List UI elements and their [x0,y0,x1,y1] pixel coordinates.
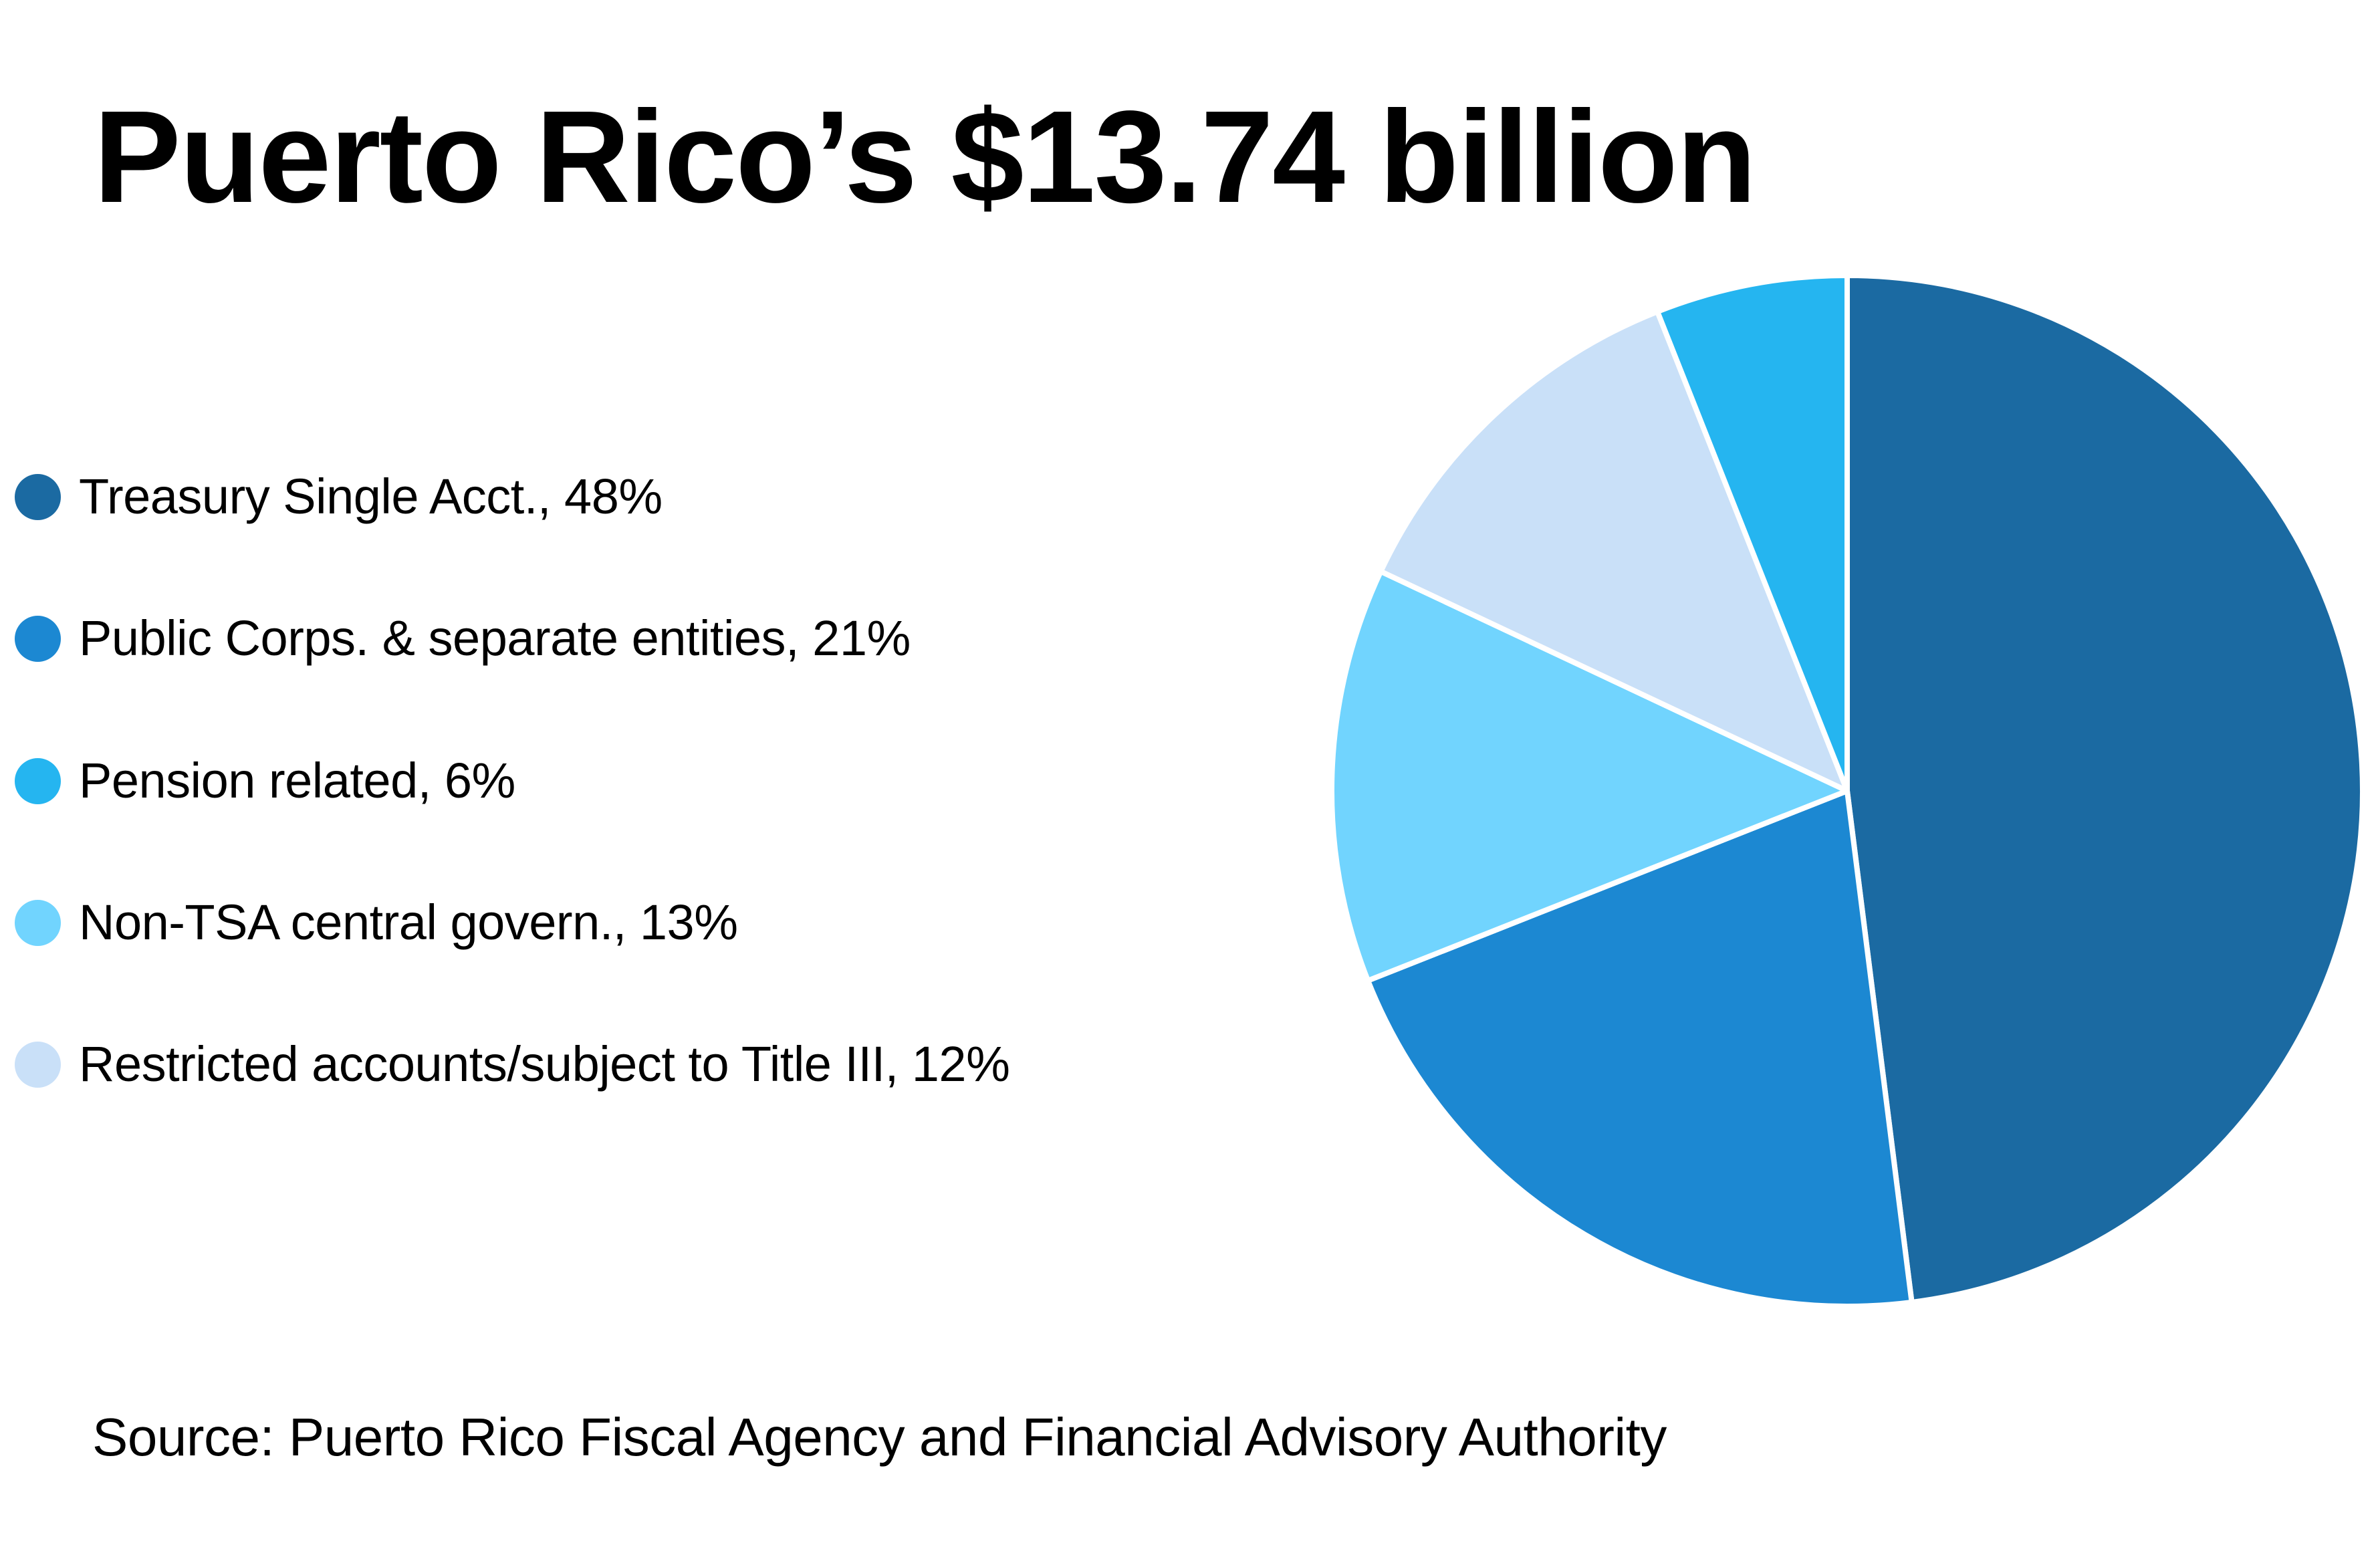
legend-dot-icon [15,615,61,662]
chart-title: Puerto Rico’s $13.74 billion [94,84,1756,230]
legend-item-restricted: Restricted accounts/subject to Title III… [15,1034,1010,1094]
legend-label: Treasury Single Acct., 48% [79,469,663,524]
pie-slice-non-tsa-central-govern [1329,568,1850,983]
pie-slice-public-corps-separate-entities [1365,788,1915,1309]
legend-item-public-corps: Public Corps. & separate entities, 21% [15,608,911,669]
legend-item-pension: Pension related, 6% [15,751,515,811]
legend-dot-icon [15,1041,61,1088]
legend-label: Public Corps. & separate entities, 21% [79,610,911,666]
legend-item-treasury: Treasury Single Acct., 48% [15,467,663,527]
pie-slices [1329,273,2365,1309]
legend-dot-icon [15,473,61,520]
legend-dot-icon [15,757,61,804]
legend: Treasury Single Acct., 48% Public Corps.… [15,467,1010,1094]
legend-dot-icon [15,899,61,946]
source-note: Source: Puerto Rico Fiscal Agency and Fi… [92,1407,1667,1467]
pie-slice-pension-related [1655,273,1850,794]
legend-label: Non-TSA central govern., 13% [79,894,738,950]
legend-item-non-tsa: Non-TSA central govern., 13% [15,892,738,953]
pie-slice-restricted-accounts-subject-to-title-iii [1378,309,1850,794]
pie-slice-treasury-single-acct [1844,273,2365,1305]
legend-label: Pension related, 6% [79,753,515,808]
legend-label: Restricted accounts/subject to Title III… [79,1036,1010,1092]
